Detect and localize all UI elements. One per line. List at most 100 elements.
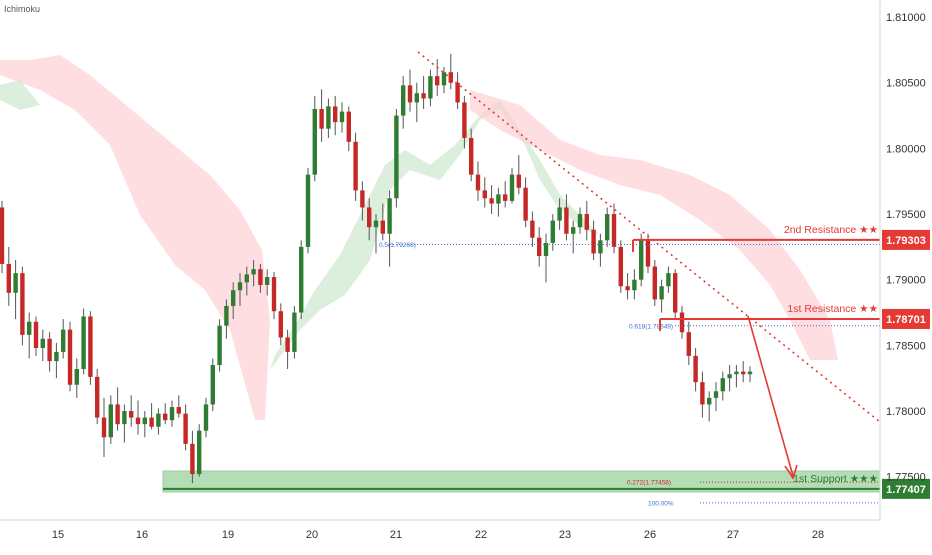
candle-body	[265, 277, 270, 285]
candle-body	[741, 371, 746, 375]
candle-body	[659, 286, 664, 300]
fib-label: 0.5(1.79268)	[379, 242, 416, 249]
candle-body	[95, 376, 100, 418]
candle-body	[81, 316, 86, 369]
candle-body	[367, 207, 372, 228]
y-tick-label: 1.78000	[886, 406, 926, 418]
candle-body	[550, 220, 555, 243]
candle-body	[469, 137, 474, 175]
candle-body	[271, 277, 277, 312]
candle-body	[496, 194, 501, 204]
price-tag-box	[882, 229, 930, 250]
candle-body	[373, 220, 379, 228]
candle-body	[713, 391, 719, 398]
candle-body	[394, 115, 399, 199]
ichimoku-cloud-0	[0, 55, 270, 420]
candle-body	[516, 174, 521, 188]
candle-body	[197, 430, 202, 475]
candle-body	[611, 214, 617, 247]
y-tick-label: 1.78500	[886, 340, 926, 352]
candle-body	[734, 371, 739, 375]
y-tick-label: 1.81000	[886, 12, 926, 24]
candle-body	[74, 368, 79, 385]
candle-body	[231, 290, 236, 306]
candle-body	[591, 229, 596, 254]
fib-label: 0.618(1.78649)	[629, 323, 673, 330]
candle-body	[33, 321, 39, 348]
fib-label: 0.272(1.77458)	[627, 480, 671, 487]
candle-body	[210, 365, 215, 405]
x-tick-label: 15	[52, 529, 64, 541]
candle-body	[20, 273, 25, 335]
x-tick-label: 20	[306, 529, 318, 541]
x-tick-label: 19	[222, 529, 234, 541]
candle-body	[639, 240, 644, 280]
x-tick-label: 27	[727, 529, 739, 541]
candle-body	[183, 413, 188, 444]
candle-body	[129, 411, 134, 418]
price-tag-label: 1.77407	[886, 484, 926, 496]
candle-body	[169, 407, 175, 421]
candle-body	[88, 316, 93, 377]
indicator-label[interactable]: Ichimoku	[4, 4, 41, 14]
x-tick-label: 28	[812, 529, 824, 541]
candle-body	[346, 111, 351, 142]
candle-body	[727, 374, 732, 379]
y-tick-label: 1.79000	[886, 275, 926, 287]
candle-body	[27, 321, 32, 335]
candle-body	[237, 282, 243, 291]
candle-body	[312, 108, 317, 175]
candle-body	[686, 332, 691, 356]
fib-label: 100.00%	[648, 500, 674, 507]
candle-body	[217, 325, 222, 366]
candle-body	[108, 404, 113, 438]
resistance-label: 1st Resistance ★★	[787, 303, 878, 315]
candle-body	[489, 198, 494, 204]
candle-body	[441, 72, 447, 86]
candle-body	[299, 246, 304, 313]
candle-body	[149, 417, 154, 427]
candle-body	[0, 207, 5, 264]
candle-body	[258, 269, 263, 285]
candle-body	[605, 214, 610, 241]
candle-body	[156, 413, 161, 427]
candle-body	[503, 194, 508, 201]
candle-body	[625, 286, 630, 291]
candle-body	[577, 214, 583, 228]
candle-body	[54, 351, 59, 362]
candle-body	[407, 85, 413, 103]
candle-body	[455, 82, 460, 103]
candle-body	[571, 227, 576, 234]
candle-body	[380, 220, 385, 234]
candle-body	[679, 312, 685, 333]
candle-body	[61, 329, 66, 352]
candle-body	[40, 338, 45, 348]
candle-body	[652, 266, 657, 300]
candle-body	[673, 273, 678, 313]
candle-body	[421, 93, 426, 99]
candle-body	[509, 174, 515, 201]
candle-body	[326, 106, 331, 129]
candle-body	[135, 417, 141, 425]
candle-body	[339, 111, 345, 123]
candle-body	[278, 311, 283, 338]
candle-body	[122, 411, 127, 425]
candle-body	[244, 274, 249, 283]
candle-body	[319, 108, 324, 129]
candle-body	[747, 371, 753, 375]
support-label: 1st Support ★★★	[793, 473, 878, 485]
candle-body	[523, 187, 528, 221]
projection-arrow	[747, 315, 794, 477]
candle-body	[475, 174, 481, 191]
candle-body	[387, 198, 392, 234]
x-tick-label: 23	[559, 529, 571, 541]
y-tick-label: 1.77500	[886, 472, 926, 484]
y-tick-label: 1.80500	[886, 78, 926, 90]
candle-body	[224, 305, 229, 326]
candle-body	[543, 242, 549, 257]
candle-body	[618, 246, 623, 287]
candle-body	[645, 240, 651, 267]
candle-body	[632, 279, 637, 291]
candle-body	[530, 220, 535, 238]
candle-body	[305, 174, 311, 247]
